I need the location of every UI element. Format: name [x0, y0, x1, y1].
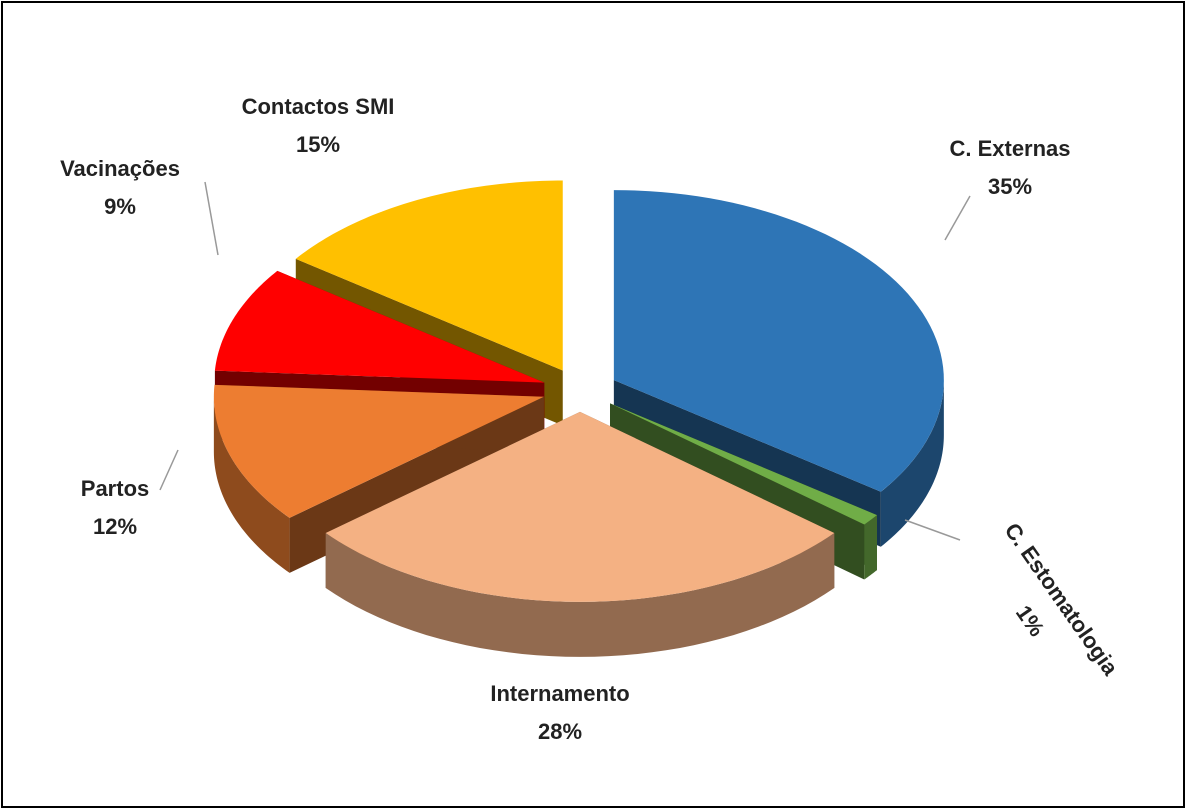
- data-label: Contactos SMI 15%: [242, 94, 395, 157]
- label-name: Contactos SMI: [242, 94, 395, 119]
- label-name: C. Externas: [949, 136, 1070, 161]
- leader-line: [159, 449, 179, 491]
- slice-side: [864, 515, 878, 580]
- slice: [325, 411, 835, 657]
- label-value: 28%: [538, 719, 582, 744]
- leader-line: [204, 181, 219, 256]
- label-name: Internamento: [490, 681, 629, 706]
- slice-side: [880, 380, 944, 547]
- label-value: 12%: [93, 514, 137, 539]
- slice-side: [213, 396, 290, 573]
- data-label: Partos 12%: [81, 476, 149, 539]
- slice-side: [325, 532, 835, 657]
- label-value: 15%: [296, 132, 340, 157]
- slice-top: [325, 411, 835, 602]
- label-value: 35%: [988, 174, 1032, 199]
- slice-top: [213, 384, 544, 518]
- slice-top: [610, 403, 878, 525]
- label-value: 9%: [104, 194, 136, 219]
- slice-top: [214, 270, 545, 383]
- pie: [213, 180, 944, 657]
- slice-top: [295, 180, 563, 371]
- leader-line: [944, 195, 971, 241]
- label-name: Vacinações: [60, 156, 180, 181]
- data-label: Vacinações 9%: [60, 156, 180, 219]
- data-label: Internamento 28%: [490, 681, 629, 744]
- slice-top: [613, 190, 944, 492]
- label-name: Partos: [81, 476, 149, 501]
- data-label: C. Externas 35%: [949, 136, 1070, 199]
- leader-line: [904, 519, 961, 541]
